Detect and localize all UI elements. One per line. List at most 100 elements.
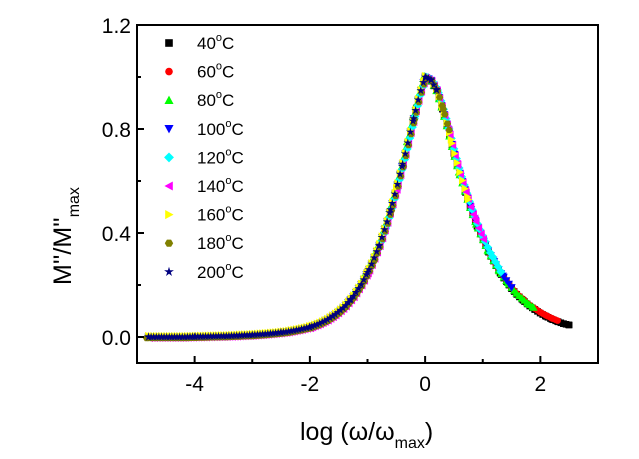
data-point — [537, 309, 544, 316]
legend-marker — [164, 266, 174, 276]
data-point — [388, 198, 397, 207]
data-point — [409, 114, 418, 123]
data-point — [458, 176, 467, 185]
data-point — [529, 303, 538, 311]
legend-marker — [164, 152, 174, 163]
data-point — [325, 313, 335, 322]
x-axis-title: log (ω/ωmax) — [300, 418, 433, 452]
y-tick-label: 0.4 — [102, 223, 132, 246]
legend-item: 40oC — [165, 32, 234, 53]
y-axis-title: M''/M''max — [49, 187, 83, 285]
series-60 — [404, 73, 561, 324]
data-point — [554, 317, 561, 324]
data-point — [302, 323, 311, 332]
data-point — [292, 325, 301, 334]
legend-label: 200oC — [197, 261, 244, 282]
data-point — [372, 247, 381, 256]
x-tick-label: 2 — [535, 373, 547, 396]
data-point — [414, 95, 423, 104]
data-point — [305, 322, 315, 331]
data-point — [190, 332, 199, 341]
x-tick-label: -4 — [185, 373, 204, 396]
data-point — [386, 205, 395, 214]
data-point — [380, 225, 389, 234]
data-point — [461, 184, 469, 193]
data-point — [374, 241, 384, 250]
legend-marker — [164, 95, 174, 104]
y-axis-title-sub: max — [66, 187, 83, 217]
data-point — [248, 330, 257, 339]
data-point — [310, 321, 319, 330]
data-point — [403, 138, 413, 147]
data-point — [384, 213, 394, 223]
legend-marker — [164, 181, 173, 191]
data-point — [297, 324, 306, 333]
legend-item: 60oC — [165, 61, 234, 82]
data-point — [356, 280, 366, 289]
data-point — [453, 158, 462, 167]
legend-item: 120oC — [164, 146, 244, 167]
data-point — [488, 252, 497, 261]
data-point — [449, 144, 459, 154]
data-point — [420, 72, 430, 81]
series-40 — [404, 74, 573, 329]
legend-marker — [165, 67, 173, 76]
data-point — [548, 314, 556, 322]
series-180 — [143, 74, 453, 342]
data-point — [565, 321, 573, 329]
data-point — [393, 179, 402, 188]
data-point — [411, 106, 420, 114]
data-point — [452, 154, 461, 163]
legend-label: 140oC — [197, 175, 244, 196]
legend-marker — [165, 39, 173, 47]
data-point — [349, 291, 358, 300]
data-point — [351, 287, 361, 296]
data-point — [312, 320, 322, 329]
data-point — [284, 327, 293, 336]
data-point — [467, 203, 475, 211]
data-point — [518, 294, 527, 302]
data-point — [385, 208, 394, 217]
data-point — [429, 80, 438, 89]
data-point — [276, 328, 286, 337]
data-point — [496, 267, 506, 277]
data-point — [331, 310, 340, 319]
data-point — [523, 299, 532, 307]
data-point — [286, 326, 296, 335]
data-point — [507, 284, 516, 292]
data-point — [424, 74, 433, 83]
data-point — [354, 284, 363, 293]
legend-item: 200oC — [164, 261, 244, 282]
data-point — [323, 315, 332, 324]
legend-item: 180oC — [164, 232, 244, 253]
data-point — [369, 253, 379, 262]
data-point — [456, 168, 464, 177]
data-point — [315, 319, 324, 327]
x-axis-title-main: log (ω/ω — [300, 418, 395, 446]
legend-label: 80oC — [197, 89, 234, 110]
y-tick-label: 0.8 — [102, 119, 131, 142]
legend: 40oC 60oC 80oC 100oC 120oC 140oC 160oC 180oC 200… — [164, 32, 244, 282]
data-point — [474, 224, 483, 233]
data-point — [479, 235, 488, 244]
legend-marker — [165, 210, 174, 220]
data-point — [451, 149, 459, 158]
data-point — [367, 259, 376, 268]
data-point — [382, 217, 392, 226]
legend-label: 60oC — [197, 61, 234, 82]
legend-label: 40oC — [197, 32, 234, 53]
data-point — [477, 230, 485, 238]
data-point — [144, 332, 153, 341]
data-point — [395, 169, 405, 178]
data-point — [363, 268, 372, 276]
legend-marker — [164, 125, 174, 134]
data-point — [359, 275, 368, 284]
legend-item: 140oC — [164, 175, 244, 196]
data-point — [465, 195, 473, 204]
y-axis-title-main: M''/M'' — [49, 217, 77, 285]
legend-item: 80oC — [164, 89, 234, 110]
data-point — [333, 308, 343, 316]
y-tick-label: 1.2 — [102, 15, 131, 38]
data-point — [377, 232, 387, 241]
